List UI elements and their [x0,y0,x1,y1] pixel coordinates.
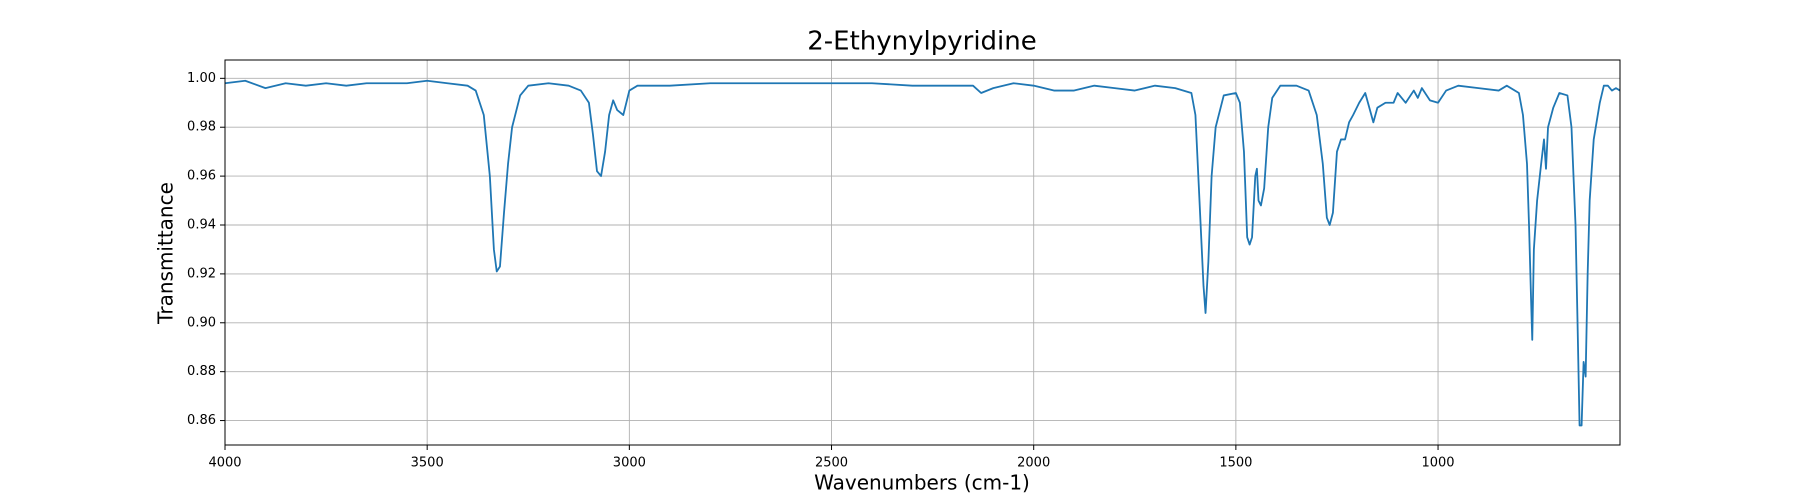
y-tick-label: 0.94 [187,218,216,233]
spectrum-line [224,79,1621,427]
x-tick-label: 1500 [1219,456,1252,471]
y-tick-label: 0.88 [187,364,216,379]
y-axis-label: Transmittance [154,182,178,325]
y-tick-label: 0.90 [187,315,216,330]
x-tick-label: 2500 [815,456,848,471]
y-tick-label: 0.86 [187,413,216,428]
x-tick-label: 4000 [208,456,241,471]
y-tick-label: 1.00 [187,71,216,86]
x-tick-label: 2000 [1017,456,1050,471]
x-tick-label: 1000 [1421,456,1454,471]
x-tick-label: 3000 [613,456,646,471]
y-tick-label: 0.92 [187,266,216,281]
y-tick-label: 0.98 [187,120,216,135]
plot-frame [224,59,1621,446]
x-axis-label: Wavenumbers (cm-1) [814,471,1030,495]
chart-title: 2-Ethynylpyridine [807,27,1037,57]
x-tick-label: 3500 [411,456,444,471]
y-tick-label: 0.96 [187,169,216,184]
